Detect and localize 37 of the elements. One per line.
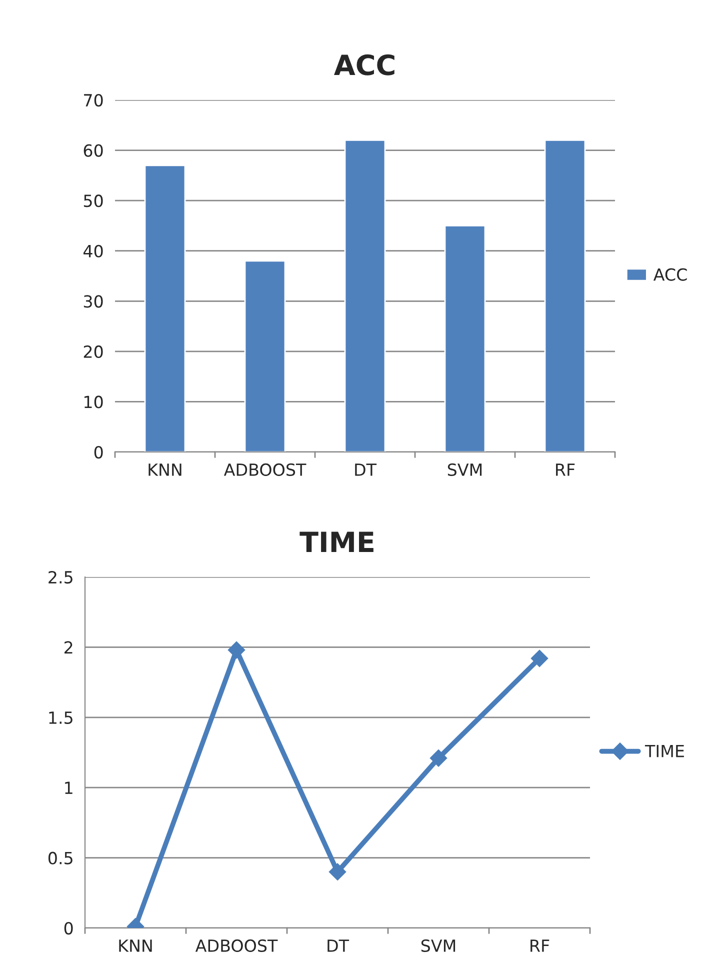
y-tick-label: 20	[84, 345, 103, 358]
y-tick-label: 40	[83, 244, 103, 258]
y-tick-label: 10	[84, 396, 103, 408]
x-tick-label: ADBOOST	[195, 939, 278, 952]
y-tick-label: 0	[64, 922, 73, 935]
legend-label: ACC	[653, 268, 687, 281]
x-tick-label: RF	[530, 940, 550, 952]
x-tick-label: ADBOOST	[224, 463, 306, 476]
x-tick-label: KNN	[119, 940, 152, 952]
y-tick-label: 50	[84, 194, 103, 208]
bar	[244, 260, 286, 452]
x-tick-label: DT	[328, 940, 350, 952]
y-tick-label: 1	[65, 782, 72, 794]
point	[430, 750, 448, 767]
y-tick-label: 70	[84, 94, 103, 107]
y-tick-label: 30	[84, 295, 103, 308]
point	[228, 641, 246, 659]
y-tick-label: 60	[84, 144, 103, 157]
bar	[144, 164, 186, 452]
y-tick-label: 1.5	[49, 712, 72, 724]
point	[328, 863, 346, 880]
chart-title: ACC	[334, 54, 394, 76]
bar	[444, 225, 486, 452]
x-tick-label: SVM	[421, 939, 456, 952]
y-tick-label: 0.5	[48, 852, 72, 864]
legend-label: TIME	[644, 744, 684, 758]
x-tick-label: RF	[556, 464, 575, 476]
chart-title: TIME	[300, 532, 374, 552]
x-tick-label: DT	[355, 464, 377, 476]
point	[530, 650, 548, 667]
x-tick-label: SVM	[448, 463, 482, 476]
bar	[344, 140, 386, 452]
y-tick-label: 0	[94, 446, 103, 459]
y-tick-label: 2	[64, 641, 72, 654]
x-tick-label: KNN	[148, 464, 182, 476]
y-tick-label: 2.5	[48, 570, 72, 584]
bar	[544, 140, 586, 452]
